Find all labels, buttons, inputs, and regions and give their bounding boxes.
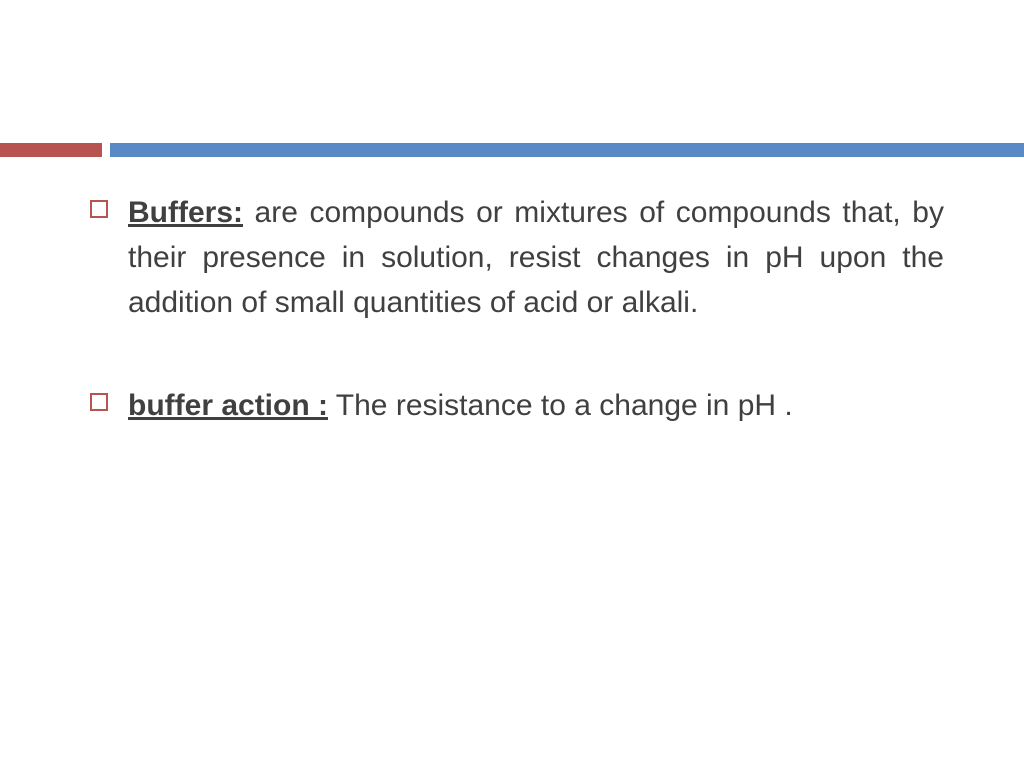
body-text: The resistance to a change in pH . — [328, 389, 793, 422]
bullet-item: buffer action : The resistance to a chan… — [90, 383, 944, 428]
term-label: buffer action : — [128, 389, 328, 422]
term-label: Buffers: — [128, 196, 243, 229]
header-bar-gap — [102, 143, 110, 157]
bullet-square-icon — [90, 393, 108, 411]
header-bar-blue — [110, 143, 1024, 157]
bullet-square-icon — [90, 200, 108, 218]
slide: Buffers: are compounds or mixtures of co… — [0, 0, 1024, 768]
header-bars — [0, 143, 1024, 157]
bullet-text: Buffers: are compounds or mixtures of co… — [128, 190, 944, 325]
bullet-item: Buffers: are compounds or mixtures of co… — [90, 190, 944, 325]
content-area: Buffers: are compounds or mixtures of co… — [90, 190, 944, 486]
header-bar-red — [0, 143, 102, 157]
bullet-text: buffer action : The resistance to a chan… — [128, 383, 944, 428]
body-text: are compounds or mixtures of compounds t… — [128, 196, 944, 319]
